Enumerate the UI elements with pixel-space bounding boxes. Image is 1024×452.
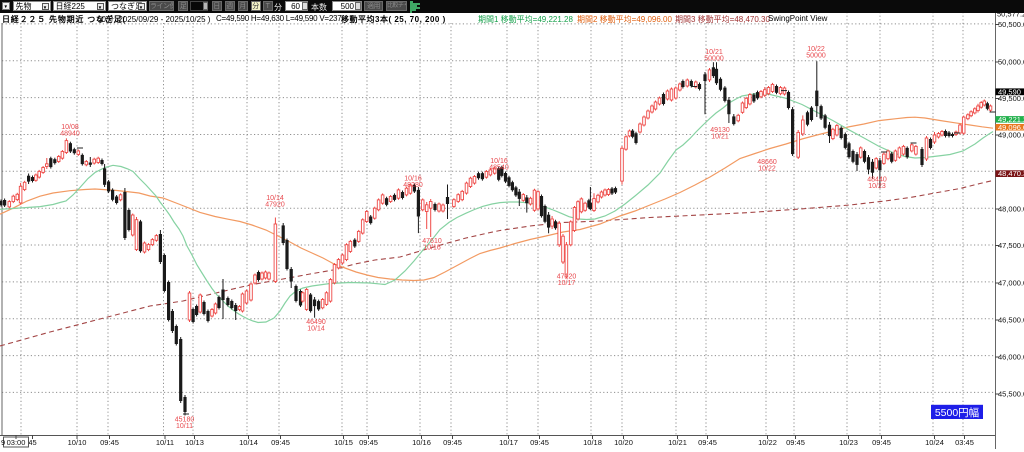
svg-text:10/22: 10/22 <box>758 438 777 447</box>
svg-text:10/15: 10/15 <box>334 438 353 447</box>
svg-text:48940: 48940 <box>60 131 80 138</box>
svg-text:47920: 47920 <box>265 202 285 209</box>
svg-text:09:45: 09:45 <box>530 438 549 447</box>
svg-text:10/14: 10/14 <box>307 326 325 333</box>
svg-text:49,590: 49,590 <box>998 87 1021 96</box>
svg-text:10/14: 10/14 <box>266 195 284 202</box>
svg-text:10/24: 10/24 <box>925 438 944 447</box>
svg-text:09:45: 09:45 <box>359 438 378 447</box>
svg-text:10/13: 10/13 <box>185 438 204 447</box>
svg-text:10/17: 10/17 <box>558 280 576 287</box>
svg-text:10/11: 10/11 <box>156 438 174 447</box>
svg-text:46490: 46490 <box>306 319 326 326</box>
svg-text:10/14: 10/14 <box>239 438 258 447</box>
svg-text:49,500.00: 49,500.00 <box>998 94 1024 103</box>
svg-text:10/16: 10/16 <box>490 158 508 165</box>
svg-text:09:45: 09:45 <box>698 438 717 447</box>
svg-text:49,221.28: 49,221.28 <box>998 115 1024 124</box>
svg-text:09:45: 09:45 <box>443 438 462 447</box>
svg-text:5500円幅: 5500円幅 <box>935 406 979 419</box>
svg-text:48,470.30: 48,470.30 <box>998 169 1024 178</box>
svg-text:48280: 48280 <box>403 182 423 189</box>
svg-text:10/11: 10/11 <box>176 423 193 430</box>
svg-text:50000: 50000 <box>704 56 724 63</box>
svg-text:10/17: 10/17 <box>499 438 518 447</box>
svg-text:10/21: 10/21 <box>711 134 729 141</box>
svg-text:10/21: 10/21 <box>705 49 723 56</box>
svg-text:50000: 50000 <box>806 53 826 60</box>
svg-text:10/22: 10/22 <box>758 166 776 173</box>
svg-text:09:45: 09:45 <box>872 438 891 447</box>
svg-text:49,000.00: 49,000.00 <box>998 131 1024 140</box>
svg-text:50,577.2: 50,577.2 <box>997 10 1024 19</box>
svg-text:50,500.00: 50,500.00 <box>998 20 1024 29</box>
svg-text:50,000.00: 50,000.00 <box>998 58 1024 67</box>
svg-text:48,000.00: 48,000.00 <box>998 205 1024 214</box>
svg-text:49,096.00: 49,096.00 <box>998 123 1024 132</box>
svg-text:10/16: 10/16 <box>404 176 422 183</box>
svg-text:46,500.00: 46,500.00 <box>998 316 1024 325</box>
svg-text:09:45: 09:45 <box>786 438 805 447</box>
svg-text:10/23: 10/23 <box>868 183 886 190</box>
svg-text:09:45: 09:45 <box>271 438 290 447</box>
svg-text:10/16: 10/16 <box>412 438 431 447</box>
svg-text:48440: 48440 <box>867 177 887 184</box>
svg-text:45180: 45180 <box>175 417 195 424</box>
svg-text:49130: 49130 <box>710 127 730 134</box>
svg-text:45,500.00: 45,500.00 <box>998 390 1024 399</box>
svg-text:46,000.00: 46,000.00 <box>998 353 1024 362</box>
svg-text:9: 9 <box>1 438 5 447</box>
svg-text:10/20: 10/20 <box>614 438 633 447</box>
svg-text:47120: 47120 <box>557 274 577 281</box>
svg-text:10/23: 10/23 <box>839 438 858 447</box>
svg-text:10/08: 10/08 <box>61 124 79 131</box>
svg-text:47,500.00: 47,500.00 <box>998 241 1024 250</box>
svg-text:48540: 48540 <box>489 165 509 172</box>
svg-text:10/22: 10/22 <box>807 46 825 53</box>
svg-text:09:45: 09:45 <box>100 438 119 447</box>
svg-text:03:45: 03:45 <box>955 438 974 447</box>
svg-text:10/21: 10/21 <box>668 438 687 447</box>
svg-text:10/18: 10/18 <box>583 438 602 447</box>
svg-text:48660: 48660 <box>757 159 777 166</box>
svg-text:45: 45 <box>28 438 36 447</box>
svg-text:10/16: 10/16 <box>423 245 441 252</box>
svg-text:10/10: 10/10 <box>68 438 87 447</box>
svg-text:47610: 47610 <box>422 238 442 245</box>
svg-text:47,000.00: 47,000.00 <box>998 279 1024 288</box>
svg-text:03:00: 03:00 <box>7 438 26 447</box>
